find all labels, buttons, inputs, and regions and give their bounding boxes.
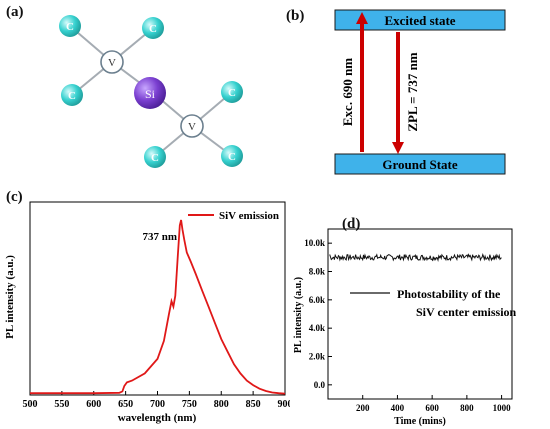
- panel-c-label: (c): [6, 189, 23, 205]
- y-tick-label: 6.0k: [309, 295, 325, 305]
- x-tick-label: 400: [391, 403, 405, 413]
- siv-emission-line: [30, 219, 286, 395]
- ground-state-label: Ground State: [382, 157, 457, 172]
- emission-label: ZPL = 737 nm: [405, 52, 420, 131]
- x-tick-label: 1000: [493, 403, 512, 413]
- y-axis-title: PL intensity (a.u.): [293, 277, 304, 353]
- excited-state-level: [334, 9, 506, 31]
- peak-annotation: 737 nm: [143, 231, 178, 243]
- x-tick-label: 850: [246, 399, 261, 410]
- vacancy-site-1: V: [100, 50, 124, 74]
- carbon-label: C: [149, 23, 157, 35]
- energy-level-diagram: Excited state Ground State Exc. 690 nm Z…: [334, 9, 506, 175]
- carbon-atom-4: C: [221, 81, 243, 103]
- carbon-atom-2: C: [142, 17, 164, 39]
- x-tick-label: 800: [214, 399, 229, 410]
- x-tick-label: 800: [460, 403, 474, 413]
- x-tick-label: 600: [425, 403, 439, 413]
- x-tick-label: 750: [182, 399, 197, 410]
- silicon-label: Si: [145, 87, 156, 101]
- vacancy-label: V: [108, 57, 116, 69]
- legend-label: SiV emission: [219, 210, 279, 222]
- carbon-label: C: [68, 90, 76, 102]
- y-tick-label: 4.0k: [309, 323, 325, 333]
- y-tick-label: 10.0k: [304, 238, 325, 248]
- vacancy-label: V: [188, 121, 196, 133]
- x-tick-label: 600: [86, 399, 101, 410]
- y-tick-label: 2.0k: [309, 352, 325, 362]
- siv-structure-diagram: C C C C C C V V Si: [59, 15, 243, 168]
- pl-spectrum-chart: 500 550 600 650 700 750 800 850 900 SiV emission…: [4, 201, 291, 424]
- carbon-atom-5: C: [144, 146, 166, 168]
- x-tick-label: 650: [118, 399, 133, 410]
- carbon-atom-3: C: [61, 84, 83, 106]
- x-axis-title: Time (mins): [394, 416, 446, 427]
- photostability-chart: 200 400 600 800 1000 0.0 2.0k 4.0k 6.0k 8.0k 10.0k…: [293, 228, 517, 427]
- carbon-atom-6: C: [221, 145, 243, 167]
- x-tick-label: 500: [23, 399, 38, 410]
- photostability-line: [329, 253, 502, 263]
- silicon-atom: Si: [134, 77, 166, 109]
- x-tick-label: 900: [278, 399, 291, 410]
- x-tick-label: 550: [54, 399, 69, 410]
- carbon-label: C: [228, 151, 236, 163]
- x-axis-title: wavelength (nm): [118, 412, 197, 424]
- panel-d-label: (d): [342, 216, 361, 232]
- y-axis-title: PL intensity (a.u.): [4, 255, 16, 339]
- legend-label-line2: SiV center emission: [416, 305, 517, 319]
- panel-b-label: (b): [286, 8, 305, 24]
- vacancy-site-2: V: [180, 114, 204, 138]
- chart-d-frame: [327, 228, 513, 400]
- x-tick-label: 200: [356, 403, 370, 413]
- carbon-label: C: [66, 21, 74, 33]
- carbon-atom-1: C: [59, 15, 81, 37]
- excitation-label: Exc. 690 nm: [340, 58, 355, 126]
- y-tick-label: 8.0k: [309, 267, 325, 277]
- excited-state-label: Excited state: [384, 13, 455, 28]
- panel-a-label: (a): [6, 4, 24, 20]
- legend-label-line1: Photostability of the: [397, 287, 501, 301]
- ground-state-level: [334, 153, 506, 175]
- carbon-label: C: [228, 87, 236, 99]
- y-tick-label: 0.0: [314, 380, 326, 390]
- x-tick-label: 700: [150, 399, 165, 410]
- carbon-label: C: [151, 152, 159, 164]
